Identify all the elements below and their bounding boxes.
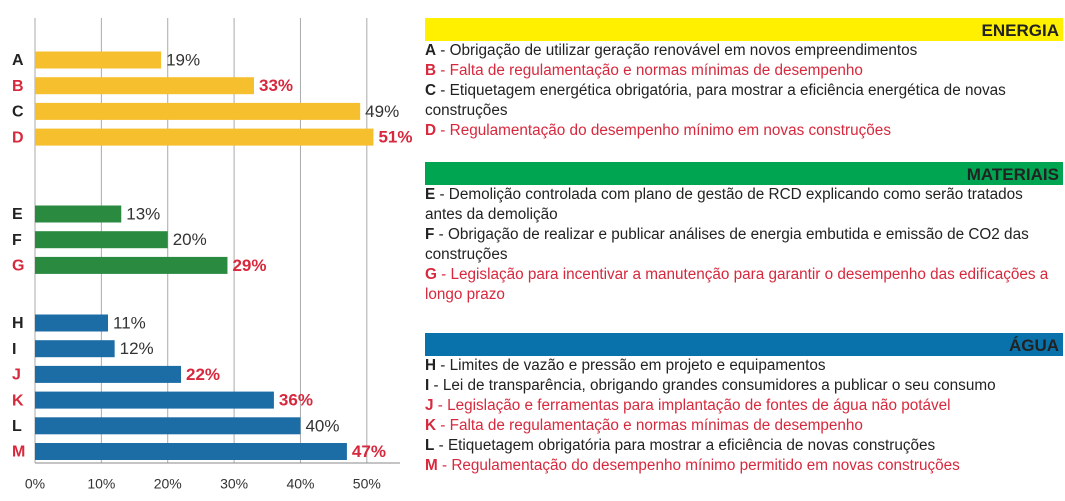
legend-item: M - Regulamentação do desempenho mínimo …: [425, 456, 1063, 476]
legend-item: D - Regulamentação do desempenho mínimo …: [425, 121, 1063, 141]
category-label: C: [12, 104, 24, 121]
x-tick-label: 0%: [25, 476, 45, 492]
category-label: A: [12, 52, 24, 69]
group-header: ENERGIA: [425, 18, 1063, 41]
item-text: - Etiquetagem energética obrigatória, pa…: [425, 82, 1006, 119]
bar: [35, 340, 115, 358]
category-label: G: [12, 258, 24, 275]
legend-item: G - Legislação para incentivar a manuten…: [425, 265, 1063, 305]
legend-item: E - Demolição controlada com plano de ge…: [425, 185, 1063, 225]
x-tick-label: 40%: [286, 476, 314, 492]
group-header: MATERIAIS: [425, 162, 1063, 185]
item-text: - Demolição controlada com plano de gest…: [425, 186, 1023, 223]
legend-item: A - Obrigação de utilizar geração renová…: [425, 41, 1063, 61]
item-text: - Obrigação de realizar e publicar análi…: [425, 226, 1029, 263]
item-letter: I: [425, 377, 430, 394]
item-text: - Falta de regulamentação e normas mínim…: [436, 417, 863, 434]
item-text: - Regulamentação do desempenho mínimo pe…: [437, 457, 960, 474]
bar: [35, 417, 301, 435]
value-label: 29%: [232, 256, 266, 275]
item-letter: C: [425, 82, 437, 99]
category-label: J: [12, 367, 21, 384]
category-label: E: [12, 206, 23, 223]
bar: [35, 205, 122, 223]
item-letter: K: [425, 417, 437, 434]
value-label: 51%: [378, 128, 412, 147]
item-letter: M: [425, 457, 438, 474]
legend-item: K - Falta de regulamentação e normas mín…: [425, 416, 1063, 436]
category-label: D: [12, 129, 24, 146]
x-tick-label: 20%: [154, 476, 182, 492]
x-tick-label: 50%: [353, 476, 381, 492]
bar: [35, 102, 361, 120]
x-tick-label: 30%: [220, 476, 248, 492]
bar: [35, 443, 347, 460]
category-label: M: [12, 444, 25, 461]
item-letter: L: [425, 437, 435, 454]
category-label: I: [12, 341, 16, 358]
category-label: B: [12, 78, 24, 95]
bar: [35, 256, 228, 274]
value-label: 20%: [173, 230, 207, 249]
bar: [35, 77, 254, 95]
legend-item: C - Etiquetagem energética obrigatória, …: [425, 81, 1063, 121]
item-letter: D: [425, 122, 437, 139]
bar: [35, 314, 108, 332]
legend-panel: ENERGIA A - Obrigação de utilizar geração…: [425, 0, 1063, 501]
value-label: 40%: [305, 416, 339, 435]
category-label: K: [12, 392, 24, 409]
item-letter: J: [425, 397, 434, 414]
group-header: ÁGUA: [425, 333, 1063, 356]
item-letter: A: [425, 42, 437, 59]
category-label: H: [12, 315, 24, 332]
x-tick-label: 10%: [87, 476, 115, 492]
value-label: 13%: [126, 204, 160, 223]
value-label: 12%: [120, 339, 154, 358]
legend-group: ENERGIA A - Obrigação de utilizar geração…: [425, 18, 1063, 141]
item-letter: H: [425, 357, 437, 374]
legend-group: MATERIAIS E - Demolição controlada com pl…: [425, 162, 1063, 305]
value-label: 33%: [259, 76, 293, 95]
legend-item: I - Lei de transparência, obrigando gran…: [425, 376, 1063, 396]
item-text: - Limites de vazão e pressão em projeto …: [436, 357, 826, 374]
item-text: - Obrigação de utilizar geração renováve…: [436, 42, 918, 59]
value-label: 22%: [186, 365, 220, 384]
category-label: L: [12, 418, 22, 435]
value-label: 49%: [365, 102, 399, 121]
chart: 0% 10% 20% 30% 40% 50% A 19% B 33% C 49% D 51% E 13% F 20…: [12, 18, 412, 492]
bar: [35, 231, 168, 249]
legend-item: J - Legislação e ferramentas para implan…: [425, 396, 1063, 416]
item-text: - Lei de transparência, obrigando grande…: [429, 377, 996, 394]
value-label: 11%: [113, 313, 146, 332]
bar: [35, 391, 274, 409]
value-label: 47%: [352, 442, 386, 461]
legend-item: L - Etiquetagem obrigatória para mostrar…: [425, 436, 1063, 456]
legend-item: F - Obrigação de realizar e publicar aná…: [425, 225, 1063, 265]
item-text: - Regulamentação do desempenho mínimo em…: [436, 122, 891, 139]
bar: [35, 128, 374, 146]
item-text: - Falta de regulamentação e normas mínim…: [436, 62, 863, 79]
category-label: F: [12, 232, 22, 249]
value-label: 19%: [166, 50, 200, 69]
legend-item: H - Limites de vazão e pressão em projet…: [425, 356, 1063, 376]
item-text: - Legislação e ferramentas para implanta…: [433, 397, 951, 414]
item-letter: B: [425, 62, 437, 79]
item-letter: F: [425, 226, 435, 243]
bar: [35, 51, 162, 69]
item-letter: G: [425, 266, 437, 283]
value-label: 36%: [279, 391, 313, 410]
item-letter: E: [425, 186, 436, 203]
item-text: - Etiquetagem obrigatória para mostrar a…: [434, 437, 936, 454]
item-text: - Legislação para incentivar a manutençã…: [425, 266, 1049, 303]
legend-group: ÁGUA H - Limites de vazão e pressão em pr…: [425, 333, 1063, 476]
legend-item: B - Falta de regulamentação e normas mín…: [425, 61, 1063, 81]
bar: [35, 365, 181, 383]
